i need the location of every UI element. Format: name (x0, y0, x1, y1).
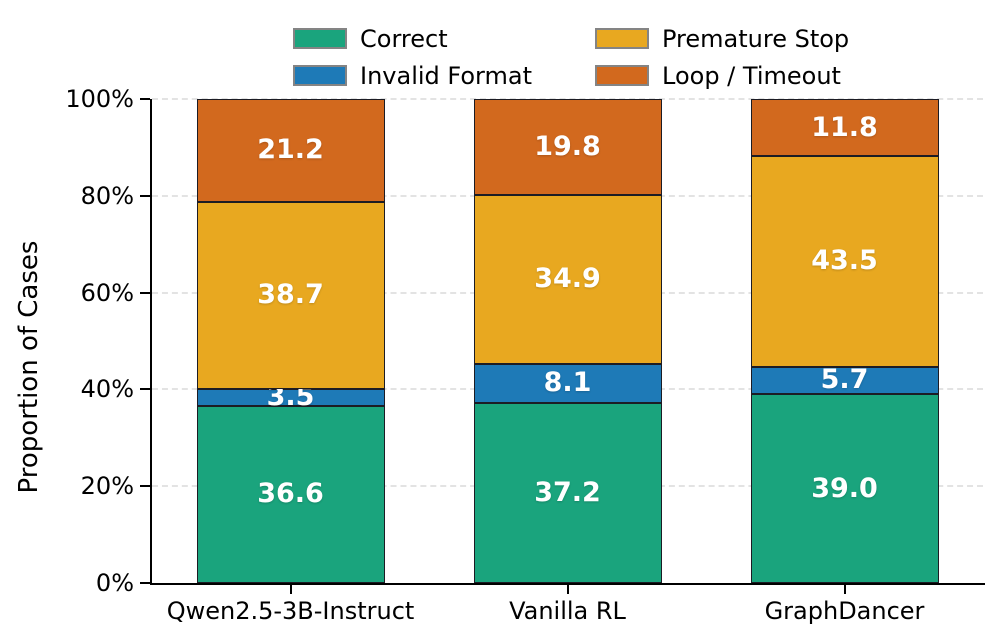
bar-segment-Correct: 39.0 (750, 394, 939, 583)
segment-value-label: 5.7 (820, 364, 869, 396)
segment-value-label: 21.2 (257, 134, 324, 166)
legend-label: Invalid Format (360, 61, 532, 90)
y-tick-label-100: 100% (65, 85, 134, 113)
bar-segment-Correct: 37.2 (473, 402, 662, 583)
y-tick-label-0: 0% (95, 569, 134, 597)
segment-value-label: 38.7 (257, 279, 324, 311)
segment-value-label: 8.1 (543, 367, 592, 399)
segment-value-label: 11.8 (811, 111, 878, 143)
y-tick-label-40: 40% (80, 375, 134, 404)
bar-segment-Loop / Timeout: 11.8 (750, 99, 939, 157)
bar-segment-Invalid Format: 5.7 (750, 364, 939, 396)
segment-value-label: 19.8 (534, 130, 601, 162)
x-axis-spine (150, 583, 985, 585)
x-tick-Vanilla RL (566, 585, 569, 594)
bar-segment-Loop / Timeout: 21.2 (196, 99, 385, 202)
legend-label: Loop / Timeout (662, 61, 841, 90)
gridline-100 (152, 98, 983, 100)
segment-value-label: 43.5 (811, 245, 878, 277)
bar-segment-Premature Stop: 38.7 (196, 201, 385, 389)
legend-swatch-icon (293, 28, 347, 49)
x-tick-label-GraphDancer: GraphDancer (764, 597, 925, 625)
plot-area: 36.6 3.5 38.7 21.2 37.2 8.1 34.9 19.8 39.0 5.7 43.… (152, 98, 983, 583)
segment-value-label: 36.6 (257, 478, 324, 510)
bar-segment-Invalid Format: 3.5 (196, 381, 385, 412)
bar-Vanilla RL: 37.2 8.1 34.9 19.8 (473, 99, 662, 583)
legend-swatch-icon (595, 65, 649, 86)
legend-swatch-icon (293, 65, 347, 86)
segment-value-label: 37.2 (534, 476, 601, 508)
legend-item-Premature Stop: Premature Stop (595, 20, 849, 57)
y-tick-80 (140, 194, 150, 197)
bar-segment-Premature Stop: 43.5 (750, 156, 939, 367)
y-tick-100 (140, 98, 150, 100)
x-tick-label-Vanilla RL: Vanilla RL (509, 597, 626, 625)
bar-Qwen2.5-3B-Instruct: 36.6 3.5 38.7 21.2 (196, 99, 385, 583)
x-tick-label-Qwen2.5-3B-Instruct: Qwen2.5-3B-Instruct (166, 597, 415, 625)
y-tick-40 (140, 388, 150, 391)
y-tick-60 (140, 291, 150, 294)
chart-legend: Correct Invalid Format Premature Stop Loop … (293, 20, 849, 94)
legend-item-Invalid Format: Invalid Format (293, 57, 595, 94)
y-axis-spine (150, 99, 152, 585)
x-tick-GraphDancer (843, 585, 846, 594)
legend-item-Loop / Timeout: Loop / Timeout (595, 57, 849, 94)
legend-swatch-icon (595, 28, 649, 49)
bar-segment-Loop / Timeout: 19.8 (473, 99, 662, 195)
legend-label: Premature Stop (662, 24, 850, 53)
bar-segment-Correct: 36.6 (196, 405, 385, 583)
bar-GraphDancer: 39.0 5.7 43.5 11.8 (750, 99, 939, 583)
y-tick-0 (140, 582, 150, 584)
y-tick-20 (140, 485, 150, 488)
bar-segment-Premature Stop: 34.9 (473, 194, 662, 364)
y-tick-label-60: 60% (80, 278, 134, 307)
y-tick-label-80: 80% (80, 181, 134, 210)
x-tick-Qwen2.5-3B-Instruct (289, 585, 292, 594)
y-tick-label-20: 20% (80, 472, 134, 501)
bar-segment-Invalid Format: 8.1 (473, 363, 662, 403)
legend-item-Correct: Correct (293, 20, 595, 57)
segment-value-label: 39.0 (811, 472, 878, 504)
legend-label: Correct (360, 24, 448, 53)
segment-value-label: 34.9 (534, 263, 601, 295)
